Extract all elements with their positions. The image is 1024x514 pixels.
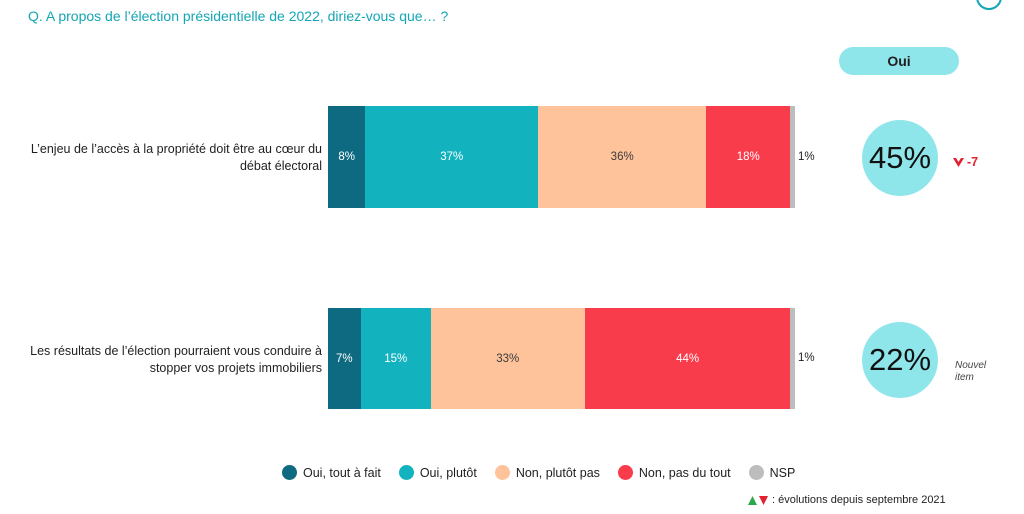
bar-value-label: 44% xyxy=(676,352,700,365)
corner-decoration xyxy=(976,0,1002,10)
down-arrow-icon xyxy=(953,157,964,167)
footnote-text: : évolutions depuis septembre 2021 xyxy=(772,494,946,506)
legend-label: Oui, tout à fait xyxy=(303,465,381,480)
legend-label: NSP xyxy=(769,465,796,480)
stacked-bar-2: 7% 15% 33% 44% xyxy=(328,308,795,409)
legend-swatch xyxy=(398,465,414,480)
evolution-value-1: -7 xyxy=(967,155,979,169)
bar-segment-non-pas-du-tout: 44% xyxy=(584,308,791,409)
bar-value-label: 18% xyxy=(736,151,760,163)
legend-item: Non, plutôt pas xyxy=(494,465,600,480)
bar-value-label: 37% xyxy=(440,151,464,163)
legend-item: NSP xyxy=(748,465,796,480)
row-label-1: L’enjeu de l’accès à la propriété doit ê… xyxy=(30,142,322,173)
bar-value-label: 8% xyxy=(338,151,355,163)
stacked-bar-1: 8% 37% 36% 18% xyxy=(328,106,795,208)
legend-label: Non, plutôt pas xyxy=(515,465,600,480)
question-title: Q. A propos de l’élection présidentielle… xyxy=(28,8,449,24)
bar-segment-nsp xyxy=(790,308,795,409)
legend-item: Non, pas du tout xyxy=(617,465,731,480)
oui-total-1: 45% xyxy=(862,120,938,196)
legend-item: Oui, tout à fait xyxy=(282,465,381,480)
nsp-value-1: 1% xyxy=(798,151,815,163)
oui-header: Oui xyxy=(839,47,959,75)
bar-segment-nsp xyxy=(790,106,795,208)
bar-value-label: 36% xyxy=(610,151,634,163)
bar-segment-oui-plut-t: 15% xyxy=(360,308,431,409)
up-down-arrows-icon xyxy=(748,495,768,505)
bar-value-label: 33% xyxy=(496,352,520,365)
bar-segment-oui-plut-t: 37% xyxy=(365,106,539,208)
evolution-1: -7 xyxy=(953,155,978,169)
legend-swatch xyxy=(748,465,764,480)
bar-value-label: 15% xyxy=(384,352,408,365)
bar-segment-non-plut-t-pas: 33% xyxy=(430,308,585,409)
bar-segment-non-plut-t-pas: 36% xyxy=(538,106,707,208)
legend-label: Non, pas du tout xyxy=(638,465,731,480)
legend-item: Oui, plutôt xyxy=(398,465,477,480)
bar-value-label: 7% xyxy=(336,352,353,365)
new-item-note: Nouvel item xyxy=(955,360,987,383)
bar-segment-oui-tout-fait: 7% xyxy=(328,308,361,409)
row-label-2: Les résultats de l’élection pourraient v… xyxy=(30,344,322,375)
legend-swatch xyxy=(617,465,633,480)
oui-total-2: 22% xyxy=(862,322,938,398)
footnote: : évolutions depuis septembre 2021 xyxy=(748,494,946,506)
legend-label: Oui, plutôt xyxy=(419,465,477,480)
legend: Oui, tout à fait Oui, plutôt Non, plutôt p… xyxy=(282,465,795,480)
legend-swatch xyxy=(494,465,510,480)
legend-swatch xyxy=(282,465,297,480)
nsp-value-2: 1% xyxy=(798,352,815,364)
bar-segment-non-pas-du-tout: 18% xyxy=(706,106,791,208)
bar-segment-oui-tout-fait: 8% xyxy=(328,106,366,208)
